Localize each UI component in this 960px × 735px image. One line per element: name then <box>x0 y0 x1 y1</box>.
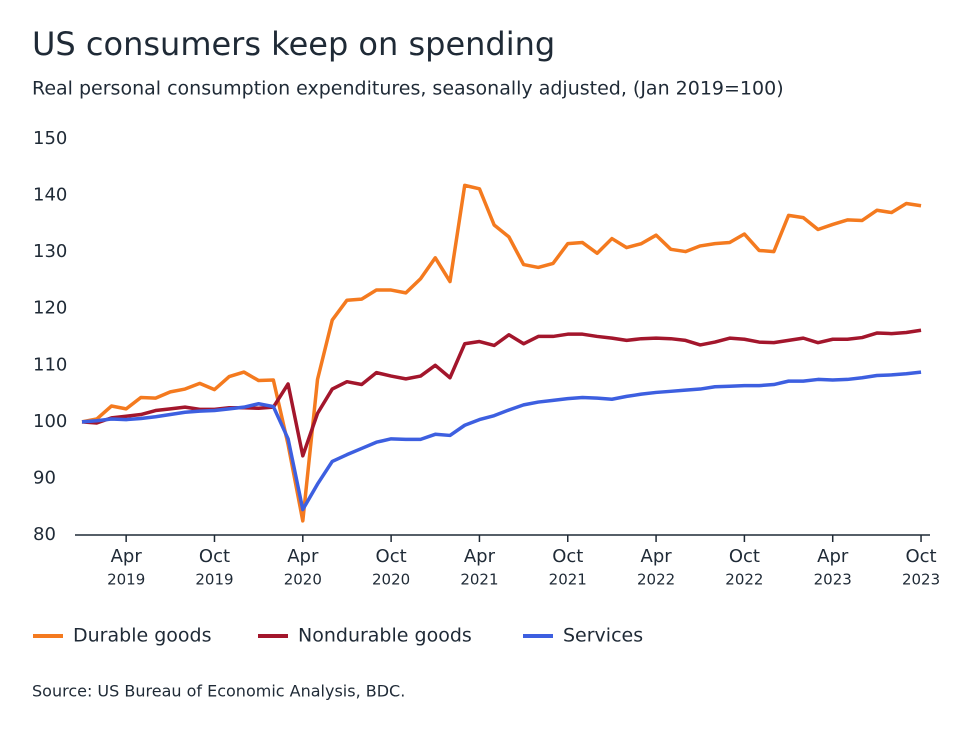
x-tick-label: 2021 <box>549 571 587 589</box>
x-tick-label: Apr <box>641 546 673 567</box>
x-tick-label: Apr <box>817 546 849 567</box>
legend-label: Services <box>563 625 643 647</box>
chart-subtitle: Real personal consumption expenditures, … <box>32 78 784 100</box>
x-tick-label: Oct <box>905 546 936 567</box>
x-tick-label: 2022 <box>637 571 675 589</box>
data-line <box>81 328 922 458</box>
x-tick-label: Apr <box>287 546 319 567</box>
x-tick-label: 2023 <box>902 571 940 589</box>
legend-label: Nondurable goods <box>298 625 472 647</box>
chart-title: US consumers keep on spending <box>32 25 555 63</box>
y-tick-label: 130 <box>33 241 67 262</box>
x-tick-label: Oct <box>729 546 760 567</box>
y-tick-label: 110 <box>33 354 67 375</box>
x-tick-label: 2021 <box>460 571 498 589</box>
y-tick-label: 80 <box>33 524 56 545</box>
data-line <box>81 183 922 523</box>
x-tick-label: Oct <box>199 546 230 567</box>
x-tick-label: 2019 <box>107 571 145 589</box>
data-line <box>81 370 922 512</box>
x-tick-label: Apr <box>111 546 143 567</box>
source-note: Source: US Bureau of Economic Analysis, … <box>32 682 405 701</box>
x-tick-label: 2022 <box>725 571 763 589</box>
x-tick-label: 2020 <box>372 571 410 589</box>
x-tick-label: Oct <box>376 546 407 567</box>
x-tick-label: 2023 <box>814 571 852 589</box>
legend-label: Durable goods <box>73 625 211 647</box>
x-tick-label: 2019 <box>195 571 233 589</box>
y-tick-label: 140 <box>33 185 67 206</box>
x-tick-label: Oct <box>552 546 583 567</box>
y-tick-label: 100 <box>33 411 67 432</box>
y-tick-label: 90 <box>33 467 56 488</box>
x-tick-label: 2020 <box>284 571 322 589</box>
y-tick-label: 120 <box>33 298 67 319</box>
y-tick-label: 150 <box>33 128 67 149</box>
x-tick-label: Apr <box>464 546 496 567</box>
